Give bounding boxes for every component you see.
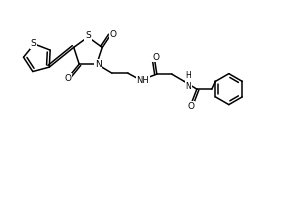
Text: N: N	[95, 60, 102, 69]
Text: S: S	[31, 39, 37, 48]
Text: H
N: H N	[185, 71, 191, 91]
Text: O: O	[187, 102, 194, 111]
Text: O: O	[152, 53, 159, 62]
Text: O: O	[110, 30, 117, 39]
Text: S: S	[85, 31, 91, 40]
Text: NH: NH	[136, 76, 149, 85]
Text: O: O	[65, 74, 72, 83]
